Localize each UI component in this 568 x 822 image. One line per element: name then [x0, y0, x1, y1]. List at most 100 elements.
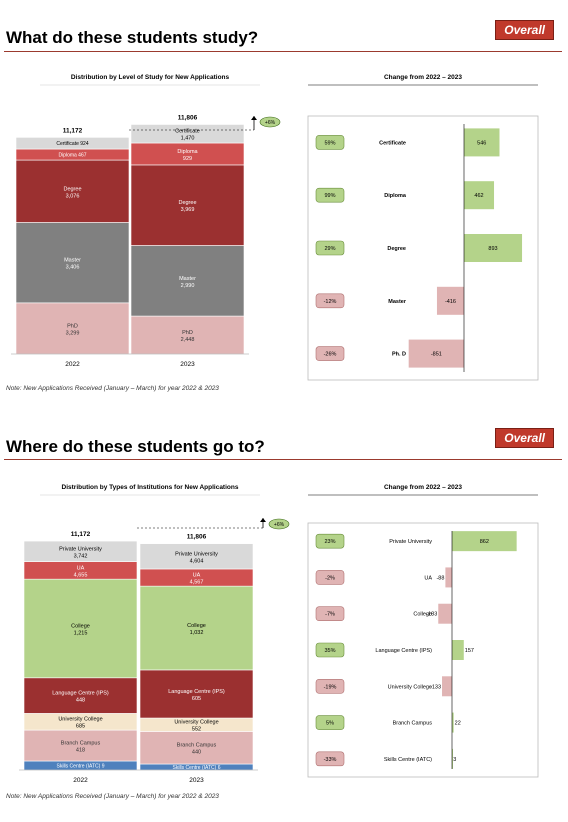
segment-value: 685 [76, 724, 85, 730]
bar-segment-private-university-2023 [139, 543, 254, 570]
segment-value: 418 [76, 748, 85, 754]
change-bar-ph-d [408, 339, 464, 368]
section-title-study: What do these students study? [6, 28, 259, 47]
row-label: Private University [389, 539, 432, 545]
stacked-chart-title: Distribution by Level of Study for New A… [71, 74, 230, 81]
bar-segment-degree-2022 [15, 159, 130, 223]
section-divider [4, 51, 562, 52]
change-value: 22 [455, 721, 461, 727]
change-bar-language-centre-ips- [452, 640, 464, 660]
pct-label: -26% [324, 352, 337, 358]
segment-value: 4,604 [190, 558, 204, 564]
segment-label: Private University [175, 551, 218, 557]
segment-label: Skills Centre (IATC) 6 [173, 765, 221, 771]
segment-label: Certificate [175, 129, 200, 135]
segment-value: 3,299 [66, 330, 80, 336]
category-label-2023: 2023 [180, 361, 195, 368]
change-value: 862 [480, 539, 489, 545]
segment-label: Skills Centre (IATC) 9 [57, 764, 105, 770]
total-label-2022: 11,172 [71, 531, 91, 538]
segment-label: UA [77, 565, 85, 571]
segment-value: 3,406 [66, 265, 80, 271]
segment-value: 1,032 [190, 630, 204, 636]
segment-label: Master [179, 276, 196, 282]
segment-label: Master [64, 258, 81, 264]
pct-label: 29% [324, 246, 335, 252]
pct-badge [315, 187, 345, 203]
segment-label: Branch Campus [177, 743, 217, 749]
stacked-chart-title: Distribution by Types of Institutions fo… [62, 484, 239, 491]
pct-label: -2% [325, 575, 335, 581]
change-value: -851 [431, 352, 442, 358]
bar-segment-college-2022 [23, 578, 138, 679]
change-bar-ua [445, 567, 452, 588]
growth-label: +6% [274, 522, 285, 528]
bar-segment-college-2023 [139, 585, 254, 671]
change-chart-frame [307, 522, 539, 778]
pct-badge [315, 642, 345, 658]
change-bar-branch-campus [452, 712, 454, 733]
pct-badge [315, 570, 345, 585]
change-value: -183 [426, 612, 437, 618]
segment-value: 1,215 [74, 630, 88, 636]
pct-badge [315, 715, 345, 730]
bar-segment-degree-2023 [130, 164, 245, 246]
change-chart-frame [307, 115, 539, 381]
bar-segment-language-centre-ips--2023 [139, 669, 254, 719]
change-bar-diploma [464, 181, 495, 210]
bar-segment-certificate-2022 [15, 137, 130, 150]
row-label: College [413, 612, 432, 618]
segment-label: Language Centre (IPS) [168, 689, 225, 695]
pct-badge [315, 346, 345, 361]
change-value: 546 [477, 140, 486, 146]
row-label: Diploma [384, 193, 407, 199]
row-label: Ph. D [392, 352, 406, 358]
segment-label: Private University [59, 546, 102, 552]
category-label-2023: 2023 [189, 777, 204, 784]
category-label-2022: 2022 [65, 361, 80, 368]
pct-badge [315, 135, 345, 150]
change-bar-college [438, 603, 452, 624]
row-label: University College [388, 684, 432, 690]
row-label: Branch Campus [393, 721, 433, 727]
pct-label: -7% [325, 612, 335, 618]
overall-badge-institutions: Overall [495, 428, 554, 448]
segment-label: College [71, 623, 90, 629]
pct-label: 23% [324, 539, 335, 545]
segment-value: 2,448 [181, 337, 195, 343]
change-value: -416 [445, 299, 456, 305]
segment-label: Language Centre (IPS) [52, 691, 109, 697]
segment-label: Diploma 467 [58, 153, 86, 159]
segment-value: 448 [76, 698, 85, 704]
segment-label: University College [58, 717, 102, 723]
segment-value: 552 [192, 727, 201, 733]
segment-label: Diploma [177, 149, 198, 155]
pct-label: 35% [324, 648, 335, 654]
segment-value: 929 [183, 156, 192, 162]
growth-badge [259, 116, 281, 128]
segment-label: PhD [67, 323, 78, 329]
segment-value: 1,470 [181, 136, 195, 142]
section-divider [4, 459, 562, 460]
segment-value: 2,990 [181, 283, 195, 289]
segment-label: College [187, 623, 206, 629]
change-value: 462 [474, 193, 483, 199]
segment-label: University College [174, 720, 218, 726]
change-bar-certificate [464, 128, 500, 157]
segment-value: 440 [192, 750, 201, 756]
bar-segment-branch-campus-2023 [139, 731, 254, 765]
bar-segment-phd-2022 [15, 302, 130, 355]
pct-badge [315, 678, 345, 694]
pct-badge [315, 606, 345, 622]
segment-value: 3,969 [181, 207, 195, 213]
row-label: Master [388, 299, 407, 305]
segment-value: 3,076 [66, 193, 80, 199]
row-label: Language Centre (IPS) [375, 648, 432, 654]
section-title-institutions: Where do these students go to? [6, 437, 265, 456]
segment-label: Degree [63, 186, 81, 192]
change-value: 893 [488, 246, 497, 252]
pct-label: -19% [324, 684, 337, 690]
pct-label: 59% [324, 140, 335, 146]
segment-label: UA [193, 573, 201, 579]
